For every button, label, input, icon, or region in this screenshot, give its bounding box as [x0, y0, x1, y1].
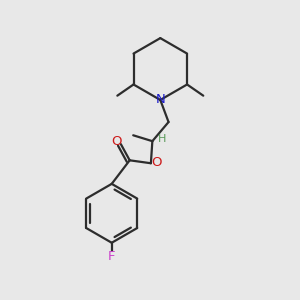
Text: H: H: [158, 134, 166, 144]
Text: O: O: [151, 156, 161, 169]
Text: F: F: [108, 250, 116, 263]
Text: O: O: [111, 135, 122, 148]
Text: N: N: [155, 93, 165, 106]
